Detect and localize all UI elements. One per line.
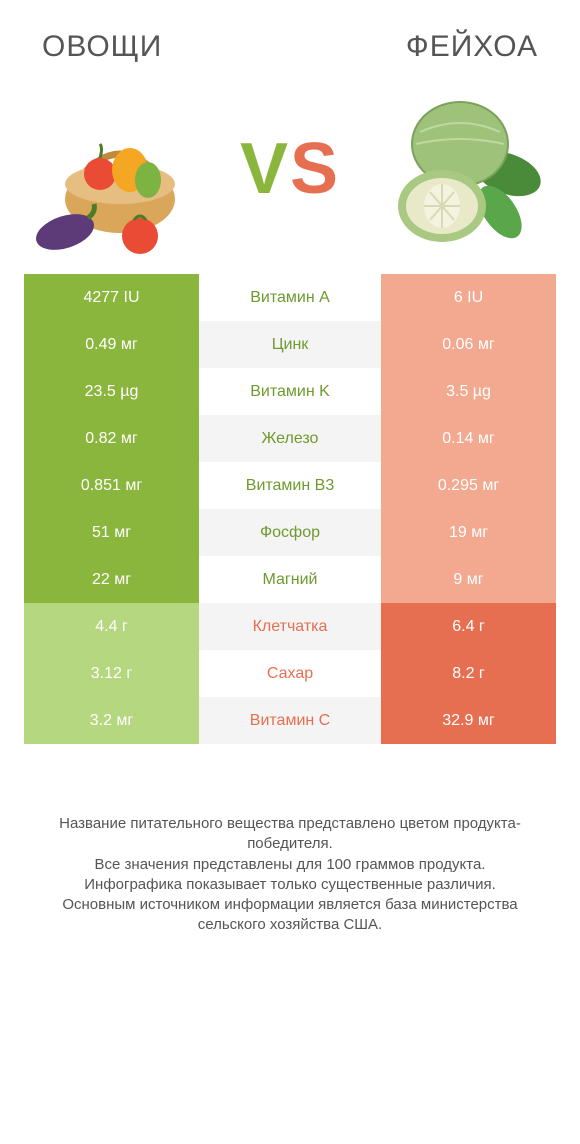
nutrient-name: Цинк — [199, 321, 381, 368]
nutrient-name: Витамин C — [199, 697, 381, 744]
left-value: 4277 IU — [24, 274, 199, 321]
right-value: 19 мг — [381, 509, 556, 556]
right-value: 6 IU — [381, 274, 556, 321]
left-value: 3.12 г — [24, 650, 199, 697]
nutrient-name: Витамин A — [199, 274, 381, 321]
infographic-container: ОВОЩИ ФЕЙХОА VS — [0, 0, 580, 936]
nutrient-name: Витамин B3 — [199, 462, 381, 509]
left-value: 22 мг — [24, 556, 199, 603]
table-row: 3.2 мгВитамин C32.9 мг — [24, 697, 556, 744]
left-value: 23.5 µg — [24, 368, 199, 415]
table-row: 51 мгФосфор19 мг — [24, 509, 556, 556]
nutrient-name: Железо — [199, 415, 381, 462]
left-value: 0.851 мг — [24, 462, 199, 509]
right-value: 8.2 г — [381, 650, 556, 697]
footer-line: Основным источником информации является … — [44, 895, 536, 936]
right-value: 6.4 г — [381, 603, 556, 650]
right-value: 0.14 мг — [381, 415, 556, 462]
footer-line: Все значения представлены для 100 граммо… — [44, 855, 536, 875]
table-row: 0.851 мгВитамин B30.295 мг — [24, 462, 556, 509]
left-value: 0.82 мг — [24, 415, 199, 462]
vs-s: S — [290, 129, 340, 209]
vs-v: V — [240, 129, 290, 209]
right-value: 9 мг — [381, 556, 556, 603]
nutrient-name: Витамин K — [199, 368, 381, 415]
right-value: 0.06 мг — [381, 321, 556, 368]
table-row: 22 мгМагний9 мг — [24, 556, 556, 603]
title-left: ОВОЩИ — [42, 30, 162, 64]
feijoa-image — [380, 84, 550, 254]
left-value: 0.49 мг — [24, 321, 199, 368]
table-row: 4.4 гКлетчатка6.4 г — [24, 603, 556, 650]
table-row: 0.82 мгЖелезо0.14 мг — [24, 415, 556, 462]
comparison-table: 4277 IUВитамин A6 IU0.49 мгЦинк0.06 мг23… — [24, 274, 556, 744]
table-row: 0.49 мгЦинк0.06 мг — [24, 321, 556, 368]
vs-label: VS — [240, 128, 340, 210]
footer-line: Инфографика показывает только существенн… — [44, 875, 536, 895]
hero-row: VS — [24, 84, 556, 274]
table-row: 4277 IUВитамин A6 IU — [24, 274, 556, 321]
table-row: 23.5 µgВитамин K3.5 µg — [24, 368, 556, 415]
nutrient-name: Клетчатка — [199, 603, 381, 650]
right-value: 3.5 µg — [381, 368, 556, 415]
nutrient-name: Сахар — [199, 650, 381, 697]
nutrient-name: Фосфор — [199, 509, 381, 556]
nutrient-name: Магний — [199, 556, 381, 603]
left-value: 51 мг — [24, 509, 199, 556]
right-value: 32.9 мг — [381, 697, 556, 744]
right-value: 0.295 мг — [381, 462, 556, 509]
titles-row: ОВОЩИ ФЕЙХОА — [24, 30, 556, 64]
title-right: ФЕЙХОА — [406, 30, 538, 64]
left-value: 4.4 г — [24, 603, 199, 650]
vegetables-image — [30, 84, 200, 254]
table-row: 3.12 гСахар8.2 г — [24, 650, 556, 697]
left-value: 3.2 мг — [24, 697, 199, 744]
footer-line: Название питательного вещества представл… — [44, 814, 536, 855]
footer-notes: Название питательного вещества представл… — [24, 744, 556, 936]
